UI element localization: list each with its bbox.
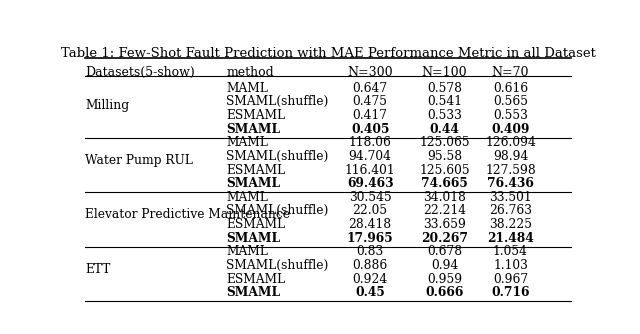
Text: 28.418: 28.418 [349,218,392,231]
Text: 76.436: 76.436 [487,177,534,190]
Text: method: method [227,66,274,79]
Text: 116.401: 116.401 [345,164,396,177]
Text: 95.58: 95.58 [427,150,462,163]
Text: Datasets(5-show): Datasets(5-show) [85,66,195,79]
Text: 33.659: 33.659 [423,218,466,231]
Text: 0.541: 0.541 [427,96,462,108]
Text: SMAML: SMAML [227,123,280,136]
Text: SMAML(shuffle): SMAML(shuffle) [227,150,329,163]
Text: 34.018: 34.018 [423,191,466,204]
Text: ESMAML: ESMAML [227,273,285,286]
Text: 125.065: 125.065 [419,136,470,149]
Text: ESMAML: ESMAML [227,164,285,177]
Text: 20.267: 20.267 [421,232,468,245]
Text: 26.763: 26.763 [489,204,532,217]
Text: 0.647: 0.647 [353,82,388,95]
Text: 94.704: 94.704 [349,150,392,163]
Text: 22.05: 22.05 [353,204,388,217]
Text: 125.605: 125.605 [419,164,470,177]
Text: 0.666: 0.666 [426,286,464,299]
Text: Milling: Milling [85,99,129,112]
Text: 98.94: 98.94 [493,150,528,163]
Text: SMAML(shuffle): SMAML(shuffle) [227,96,329,108]
Text: N=70: N=70 [492,66,529,79]
Text: ETT: ETT [85,263,110,276]
Text: SMAML: SMAML [227,286,280,299]
Text: Water Pump RUL: Water Pump RUL [85,154,193,167]
Text: SMAML(shuffle): SMAML(shuffle) [227,204,329,217]
Text: 0.565: 0.565 [493,96,528,108]
Text: N=300: N=300 [348,66,393,79]
Text: 1.054: 1.054 [493,245,528,258]
Text: 33.501: 33.501 [489,191,532,204]
Text: 0.616: 0.616 [493,82,528,95]
Text: SMAML(shuffle): SMAML(shuffle) [227,259,329,272]
Text: ESMAML: ESMAML [227,109,285,122]
Text: 0.716: 0.716 [492,286,530,299]
Text: 126.094: 126.094 [485,136,536,149]
Text: 1.103: 1.103 [493,259,528,272]
Text: 0.475: 0.475 [353,96,388,108]
Text: MAML: MAML [227,191,268,204]
Text: MAML: MAML [227,82,268,95]
Text: 0.83: 0.83 [356,245,384,258]
Text: 17.965: 17.965 [347,232,394,245]
Text: 0.94: 0.94 [431,259,458,272]
Text: 30.545: 30.545 [349,191,392,204]
Text: 69.463: 69.463 [347,177,394,190]
Text: 38.225: 38.225 [489,218,532,231]
Text: 21.484: 21.484 [487,232,534,245]
Text: 0.678: 0.678 [427,245,462,258]
Text: 0.533: 0.533 [427,109,462,122]
Text: 0.405: 0.405 [351,123,389,136]
Text: MAML: MAML [227,136,268,149]
Text: MAML: MAML [227,245,268,258]
Text: 0.553: 0.553 [493,109,528,122]
Text: 22.214: 22.214 [423,204,466,217]
Text: Elevator Predictive Maintenance: Elevator Predictive Maintenance [85,208,290,221]
Text: SMAML: SMAML [227,177,280,190]
Text: ESMAML: ESMAML [227,218,285,231]
Text: 0.409: 0.409 [492,123,530,136]
Text: 74.665: 74.665 [421,177,468,190]
Text: 0.44: 0.44 [429,123,460,136]
Text: SMAML: SMAML [227,232,280,245]
Text: 127.598: 127.598 [485,164,536,177]
Text: Table 1: Few-Shot Fault Prediction with MAE Performance Metric in all Dataset: Table 1: Few-Shot Fault Prediction with … [61,46,595,59]
Text: 118.06: 118.06 [349,136,392,149]
Text: 0.45: 0.45 [355,286,385,299]
Text: 0.967: 0.967 [493,273,528,286]
Text: 0.578: 0.578 [427,82,462,95]
Text: 0.959: 0.959 [427,273,462,286]
Text: 0.886: 0.886 [353,259,388,272]
Text: N=100: N=100 [422,66,467,79]
Text: 0.417: 0.417 [353,109,388,122]
Text: 0.924: 0.924 [353,273,388,286]
